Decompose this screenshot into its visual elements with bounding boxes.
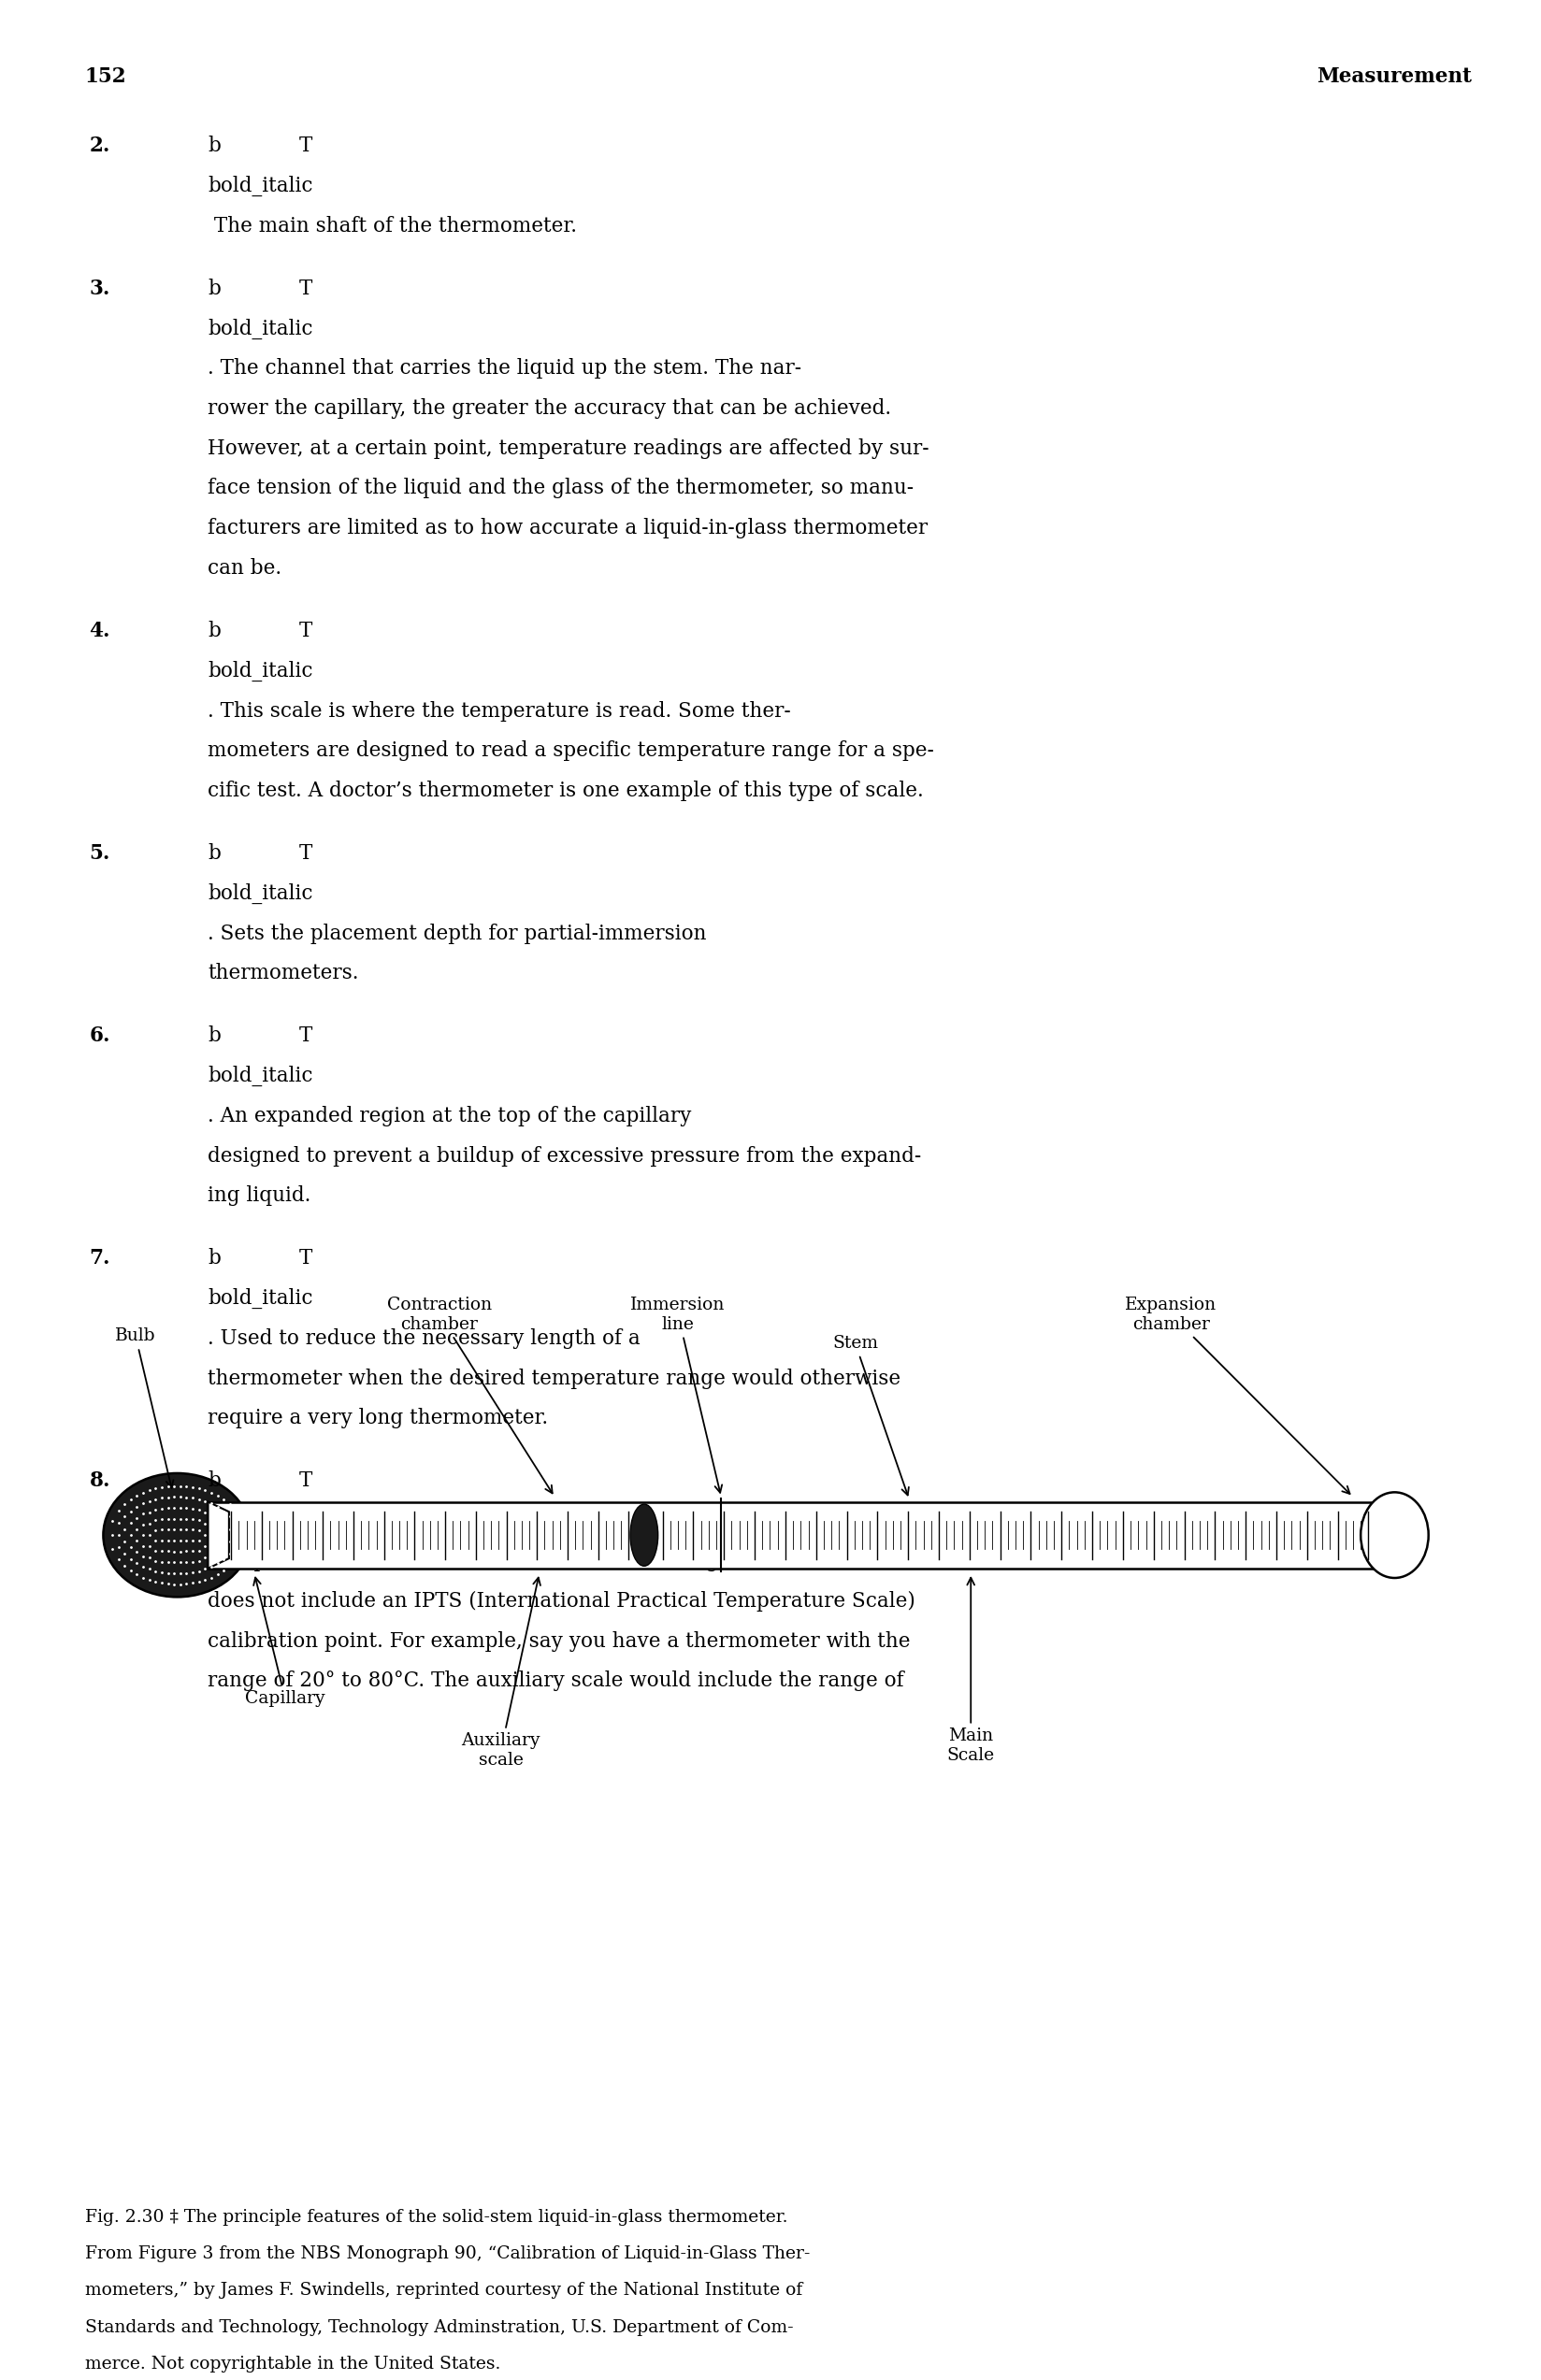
Text: mometers,” by James F. Swindells, reprinted courtesy of the National Institute o: mometers,” by James F. Swindells, reprin…: [85, 2282, 803, 2299]
Text: From Figure 3 from the NBS Monograph 90, “Calibration of Liquid-in-Glass Ther-: From Figure 3 from the NBS Monograph 90,…: [85, 2244, 809, 2263]
Text: bold_italic: bold_italic: [208, 319, 313, 338]
Text: Expansion
chamber: Expansion chamber: [1125, 1297, 1350, 1495]
Text: require a very long thermometer.: require a very long thermometer.: [208, 1409, 549, 1428]
Text: 4.: 4.: [89, 621, 111, 640]
Ellipse shape: [630, 1504, 658, 1566]
Text: bold_italic: bold_italic: [208, 1511, 313, 1530]
Text: T: T: [299, 1471, 313, 1492]
Text: bold_italic: bold_italic: [208, 662, 313, 681]
Text: 5.: 5.: [89, 843, 111, 864]
Text: 6.: 6.: [89, 1026, 111, 1047]
Text: T: T: [299, 1026, 313, 1047]
Text: However, at a certain point, temperature readings are affected by sur-: However, at a certain point, temperature…: [208, 438, 929, 459]
Text: merce. Not copyrightable in the United States.: merce. Not copyrightable in the United S…: [85, 2356, 501, 2373]
Text: b: b: [208, 1250, 220, 1269]
Text: T: T: [299, 1250, 313, 1269]
Text: T: T: [299, 621, 313, 640]
Text: bold_italic: bold_italic: [208, 883, 313, 904]
Text: bold_italic: bold_italic: [208, 1288, 313, 1309]
Text: b: b: [208, 621, 220, 640]
Text: thermometer when the desired temperature range would otherwise: thermometer when the desired temperature…: [208, 1368, 901, 1390]
Text: rower the capillary, the greater the accuracy that can be achieved.: rower the capillary, the greater the acc…: [208, 397, 892, 419]
Text: bold_italic: bold_italic: [208, 1066, 313, 1085]
Text: 3.: 3.: [89, 278, 111, 300]
Text: bold_italic: bold_italic: [208, 176, 313, 195]
Text: Stem: Stem: [832, 1335, 909, 1495]
Text: Contraction
chamber: Contraction chamber: [387, 1297, 552, 1492]
Text: Fig. 2.30 ‡ The principle features of the solid-stem liquid-in-glass thermometer: Fig. 2.30 ‡ The principle features of th…: [85, 2209, 787, 2225]
Text: 7.: 7.: [89, 1250, 111, 1269]
Text: thermometers.: thermometers.: [208, 964, 359, 983]
Text: 8.: 8.: [89, 1471, 111, 1492]
Text: . Used to reduce the necessary length of a: . Used to reduce the necessary length of…: [208, 1328, 641, 1349]
Text: Bulb: Bulb: [116, 1328, 174, 1488]
Text: . Sets the placement depth for partial-immersion: . Sets the placement depth for partial-i…: [208, 923, 707, 945]
Text: ing liquid.: ing liquid.: [208, 1185, 311, 1207]
Bar: [208, 1502, 1395, 1568]
Text: b: b: [208, 1471, 220, 1492]
Text: face tension of the liquid and the glass of the thermometer, so manu-: face tension of the liquid and the glass…: [208, 478, 914, 500]
Text: . An expanded region at the top of the capillary: . An expanded region at the top of the c…: [208, 1107, 692, 1126]
Text: 152: 152: [85, 67, 126, 88]
Text: T: T: [299, 843, 313, 864]
Text: b: b: [208, 278, 220, 300]
Text: Standards and Technology, Technology Adminstration, U.S. Department of Com-: Standards and Technology, Technology Adm…: [85, 2318, 794, 2335]
Text: facturers are limited as to how accurate a liquid-in-glass thermometer: facturers are limited as to how accurate…: [208, 519, 928, 538]
Ellipse shape: [103, 1473, 251, 1597]
Text: . Required on thermometers whose calibrated region: . Required on thermometers whose calibra…: [208, 1552, 750, 1571]
Text: Main
Scale: Main Scale: [946, 1578, 995, 1764]
Text: does not include an IPTS (International Practical Temperature Scale): does not include an IPTS (International …: [208, 1590, 915, 1611]
Text: calibration point. For example, say you have a thermometer with the: calibration point. For example, say you …: [208, 1630, 911, 1652]
Text: T: T: [299, 136, 313, 157]
Text: mometers are designed to read a specific temperature range for a spe-: mometers are designed to read a specific…: [208, 740, 934, 762]
Text: . This scale is where the temperature is read. Some ther-: . This scale is where the temperature is…: [208, 700, 791, 721]
Text: Capillary: Capillary: [245, 1578, 325, 1706]
Text: Immersion
line: Immersion line: [630, 1297, 726, 1492]
Text: cific test. A doctor’s thermometer is one example of this type of scale.: cific test. A doctor’s thermometer is on…: [208, 781, 925, 802]
Polygon shape: [208, 1502, 230, 1568]
Text: b: b: [208, 843, 220, 864]
Text: can be.: can be.: [208, 559, 282, 578]
Ellipse shape: [1361, 1492, 1429, 1578]
Text: Measurement: Measurement: [1316, 67, 1472, 88]
Text: T: T: [299, 278, 313, 300]
Text: range of 20° to 80°C. The auxiliary scale would include the range of: range of 20° to 80°C. The auxiliary scal…: [208, 1671, 905, 1692]
Text: The main shaft of the thermometer.: The main shaft of the thermometer.: [208, 217, 578, 236]
Text: b: b: [208, 1026, 220, 1047]
Text: 2.: 2.: [89, 136, 111, 157]
Text: Auxiliary
scale: Auxiliary scale: [461, 1578, 541, 1768]
Text: designed to prevent a buildup of excessive pressure from the expand-: designed to prevent a buildup of excessi…: [208, 1145, 922, 1166]
Text: . The channel that carries the liquid up the stem. The nar-: . The channel that carries the liquid up…: [208, 359, 801, 378]
Text: b: b: [208, 136, 220, 157]
